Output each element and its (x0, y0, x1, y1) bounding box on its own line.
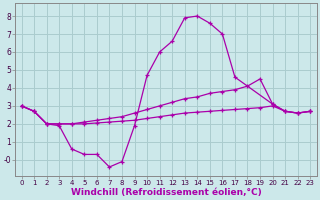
X-axis label: Windchill (Refroidissement éolien,°C): Windchill (Refroidissement éolien,°C) (70, 188, 261, 197)
